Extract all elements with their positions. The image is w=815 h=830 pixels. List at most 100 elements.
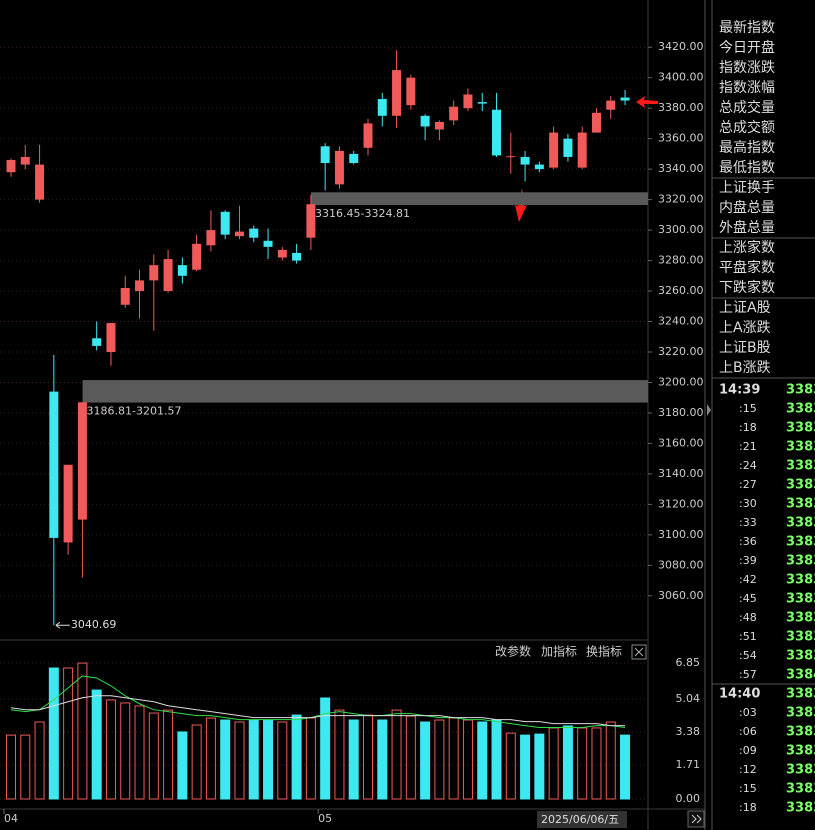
volume-bar <box>434 719 445 800</box>
y-tick-label: 3100.00 <box>658 528 704 541</box>
y-tick-label: 3240.00 <box>658 315 704 328</box>
candle-body <box>163 259 173 292</box>
y-tick-label: 0.00 <box>676 792 701 805</box>
volume-bar <box>248 719 259 800</box>
y-tick-label: 5.04 <box>676 692 701 705</box>
indicator-button[interactable]: 加指标 <box>541 644 577 659</box>
candle-body <box>192 243 202 270</box>
candle-body <box>149 265 159 281</box>
tick-time: :09 <box>739 744 757 757</box>
quote-label: 平盘家数 <box>719 259 775 276</box>
volume-bar <box>591 727 602 800</box>
volume-average <box>10 675 626 729</box>
y-tick-label: 1.71 <box>676 758 701 771</box>
candle-body <box>77 402 87 520</box>
candle-body <box>106 323 116 352</box>
volume-bar <box>205 717 216 800</box>
y-tick-label: 3400.00 <box>658 71 704 84</box>
tick-time: :54 <box>739 649 757 662</box>
candle-body <box>577 132 587 168</box>
candle-body <box>377 99 387 116</box>
collapse-handle[interactable] <box>707 404 711 416</box>
y-tick-label: 3260.00 <box>658 284 704 297</box>
volume-bar <box>277 721 288 800</box>
y-tick-label: 3300.00 <box>658 223 704 236</box>
candle-body <box>620 97 630 101</box>
tick-price: 3383 <box>786 611 815 626</box>
tick-time: :45 <box>739 592 757 605</box>
tick-time: :57 <box>739 668 757 681</box>
candle-body <box>92 338 102 346</box>
candle-body <box>420 115 430 127</box>
y-tick-label: 3080.00 <box>658 558 704 571</box>
close-button[interactable] <box>631 644 647 660</box>
candle-body <box>591 112 601 133</box>
quote-label: 上证A股 <box>719 300 771 316</box>
y-tick-label: 3280.00 <box>658 254 704 267</box>
tick-time: :27 <box>739 478 757 491</box>
tick-price: 3383 <box>786 782 815 797</box>
zone-label: 3316.45-3324.81 <box>315 207 410 220</box>
volume-bar <box>391 709 402 800</box>
volume-bar <box>63 667 74 800</box>
tick-time: :18 <box>739 421 757 434</box>
indicator-button[interactable]: 改参数 <box>495 644 531 659</box>
volume-bar <box>77 662 88 800</box>
candle-body <box>49 391 59 538</box>
quote-label: 上涨家数 <box>719 239 775 256</box>
tick-time: 14:40 <box>719 687 760 702</box>
volume-bar <box>520 734 531 800</box>
candle-body <box>363 123 373 148</box>
tick-price: 3383 <box>786 687 815 702</box>
support-zone <box>82 380 649 403</box>
tick-time: :21 <box>739 440 757 453</box>
volume-bar <box>320 697 331 800</box>
tick-price: 3383 <box>786 402 815 417</box>
scroll-icon <box>691 814 702 824</box>
candle-body <box>534 164 544 170</box>
tick-time: :03 <box>739 706 757 719</box>
tick-price: 3383 <box>786 801 815 816</box>
candle-body <box>406 77 416 106</box>
quote-label: 上B涨跌 <box>719 360 771 376</box>
volume-bar <box>91 689 102 800</box>
candle-body <box>392 70 402 116</box>
tick-price: 3383 <box>786 383 815 398</box>
x-tick-label: 05 <box>318 812 332 825</box>
tick-time: :48 <box>739 611 757 624</box>
tick-price: 3384 <box>786 668 815 683</box>
candle-body <box>249 228 259 238</box>
volume-bar <box>334 709 345 800</box>
support-zone <box>311 192 648 206</box>
volume-bar <box>134 705 145 800</box>
volume-bar <box>620 734 631 800</box>
arrow-annotation <box>636 96 658 108</box>
y-tick-label: 3160.00 <box>658 436 704 449</box>
volume-bar <box>191 724 202 800</box>
candle-body <box>549 132 559 168</box>
quote-label: 下跌家数 <box>719 279 775 296</box>
tick-time: :15 <box>739 782 757 795</box>
quote-panel: 最新指数今日开盘指数涨跌指数涨幅总成交量总成交额最高指数最低指数上证换手内盘总量… <box>712 20 815 816</box>
tick-price: 3383 <box>786 535 815 550</box>
y-tick-label: 3200.00 <box>658 375 704 388</box>
candle-body <box>120 288 130 305</box>
volume-bar <box>348 719 359 800</box>
volume-bar <box>420 721 431 800</box>
volume-chart: 0.00 1.71 3.38 5.04 6.85 改参数 加指标 换指标 <box>0 644 701 805</box>
low-marker-label: 3040.69 <box>71 618 117 631</box>
indicator-button[interactable]: 换指标 <box>586 644 622 659</box>
quote-label: 指数涨幅 <box>719 80 775 96</box>
candle-body <box>477 102 487 104</box>
volume-bar <box>534 733 545 800</box>
y-tick-label: 3380.00 <box>658 101 704 114</box>
y-tick-label: 3360.00 <box>658 132 704 145</box>
quote-label: 总成交量 <box>719 99 775 116</box>
candle-body <box>320 146 330 164</box>
candle-body <box>492 109 502 156</box>
candle-body <box>463 94 473 109</box>
tick-time: :06 <box>739 725 757 738</box>
candle-body <box>206 230 216 246</box>
